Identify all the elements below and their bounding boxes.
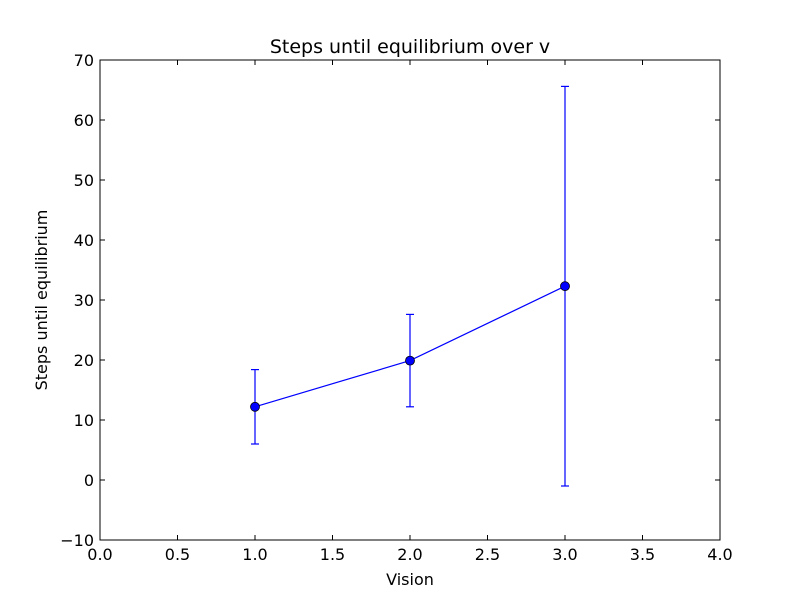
- x-tick-label: 2.0: [397, 545, 422, 564]
- y-tick-label: 50: [74, 171, 94, 190]
- y-tick-label: 60: [74, 111, 94, 130]
- y-tick-label: 40: [74, 231, 94, 250]
- data-point: [405, 355, 415, 366]
- y-tick-label: 30: [74, 291, 94, 310]
- y-axis-label: Steps until equilibrium: [32, 210, 51, 391]
- x-tick-label: 0.5: [165, 545, 190, 564]
- y-tick-label: 10: [74, 411, 94, 430]
- data-point: [250, 401, 260, 412]
- x-tick-label: 1.5: [320, 545, 345, 564]
- y-tick-label: 70: [74, 51, 94, 70]
- x-tick-label: 2.5: [475, 545, 500, 564]
- chart-title: Steps until equilibrium over v: [270, 36, 550, 58]
- y-tick-label: 0: [84, 471, 94, 490]
- x-tick-label: 3.0: [552, 545, 577, 564]
- x-tick-label: 1.0: [242, 545, 267, 564]
- x-tick-label: 0.0: [87, 545, 112, 564]
- data-point: [560, 281, 570, 292]
- x-axis-label: Vision: [386, 570, 434, 589]
- plot-area: [250, 85, 570, 487]
- y-tick-label: −10: [60, 531, 94, 550]
- y-tick-label: 20: [74, 351, 94, 370]
- x-tick-label: 4.0: [707, 545, 732, 564]
- x-tick-label: 3.5: [630, 545, 655, 564]
